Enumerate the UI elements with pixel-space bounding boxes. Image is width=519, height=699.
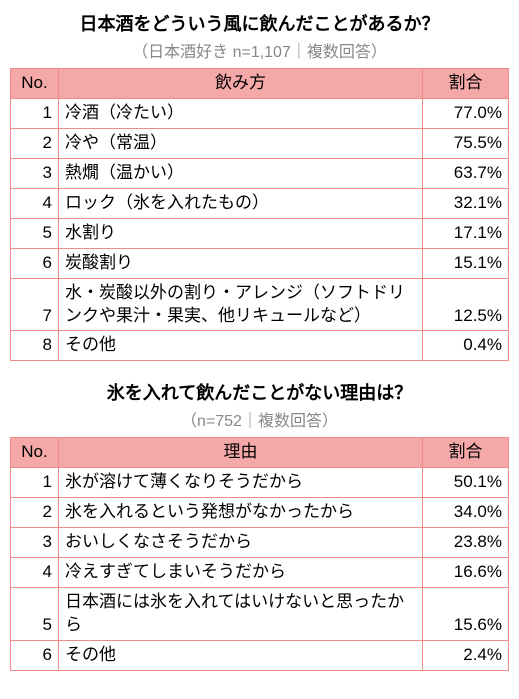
cell-label: 炭酸割り [59,248,423,278]
cell-label: おいしくなさそうだから [59,528,423,558]
table-row: 3おいしくなさそうだから23.8% [11,528,509,558]
table-row: 4冷えすぎてしまいそうだから16.6% [11,558,509,588]
cell-pct: 2.4% [423,640,509,670]
cell-no: 5 [11,588,59,641]
table-block: 氷を入れて飲んだことがない理由は？（n=752｜複数回答）No.理由割合1氷が溶… [10,379,509,671]
cell-label: その他 [59,640,423,670]
cell-pct: 75.5% [423,128,509,158]
col-header-label: 理由 [59,438,423,468]
cell-label: ロック（氷を入れたもの） [59,188,423,218]
cell-no: 2 [11,498,59,528]
table-title: 日本酒をどういう風に飲んだことがあるか？ [10,10,509,36]
cell-label: 水割り [59,218,423,248]
cell-label: 冷や（常温） [59,128,423,158]
table-row: 5水割り17.1% [11,218,509,248]
table-row: 6炭酸割り15.1% [11,248,509,278]
col-header-no: No. [11,438,59,468]
table-row: 5日本酒には氷を入れてはいけないと思ったから15.6% [11,588,509,641]
cell-label: 水・炭酸以外の割り・アレンジ（ソフトドリンクや果汁・果実、他リキュールなど） [59,278,423,331]
cell-no: 2 [11,128,59,158]
cell-no: 4 [11,188,59,218]
cell-pct: 32.1% [423,188,509,218]
cell-no: 8 [11,331,59,361]
table-row: 2氷を入れるという発想がなかったから34.0% [11,498,509,528]
table-row: 3熱燗（温かい）63.7% [11,158,509,188]
cell-pct: 77.0% [423,98,509,128]
table-subtitle: （日本酒好き n=1,107｜複数回答） [10,38,509,62]
cell-no: 7 [11,278,59,331]
col-header-no: No. [11,69,59,99]
table-row: 1氷が溶けて薄くなりそうだから50.1% [11,468,509,498]
cell-no: 1 [11,468,59,498]
cell-label: その他 [59,331,423,361]
table-row: 8その他0.4% [11,331,509,361]
col-header-pct: 割合 [423,438,509,468]
cell-label: 日本酒には氷を入れてはいけないと思ったから [59,588,423,641]
cell-no: 6 [11,640,59,670]
table-title: 氷を入れて飲んだことがない理由は？ [10,379,509,405]
cell-label: 熱燗（温かい） [59,158,423,188]
cell-no: 4 [11,558,59,588]
cell-no: 1 [11,98,59,128]
cell-pct: 15.1% [423,248,509,278]
data-table: No.理由割合1氷が溶けて薄くなりそうだから50.1%2氷を入れるという発想がな… [10,437,509,671]
table-block: 日本酒をどういう風に飲んだことがあるか？（日本酒好き n=1,107｜複数回答）… [10,10,509,361]
col-header-pct: 割合 [423,69,509,99]
table-row: 2冷や（常温）75.5% [11,128,509,158]
table-row: 1冷酒（冷たい）77.0% [11,98,509,128]
cell-label: 冷えすぎてしまいそうだから [59,558,423,588]
cell-no: 6 [11,248,59,278]
cell-no: 3 [11,158,59,188]
data-table: No.飲み方割合1冷酒（冷たい）77.0%2冷や（常温）75.5%3熱燗（温かい… [10,68,509,361]
cell-label: 冷酒（冷たい） [59,98,423,128]
cell-pct: 63.7% [423,158,509,188]
cell-pct: 34.0% [423,498,509,528]
table-row: 6その他2.4% [11,640,509,670]
cell-label: 氷が溶けて薄くなりそうだから [59,468,423,498]
table-row: 4ロック（氷を入れたもの）32.1% [11,188,509,218]
cell-pct: 17.1% [423,218,509,248]
cell-label: 氷を入れるという発想がなかったから [59,498,423,528]
cell-no: 5 [11,218,59,248]
table-row: 7水・炭酸以外の割り・アレンジ（ソフトドリンクや果汁・果実、他リキュールなど）1… [11,278,509,331]
cell-pct: 16.6% [423,558,509,588]
cell-pct: 0.4% [423,331,509,361]
cell-pct: 23.8% [423,528,509,558]
table-subtitle: （n=752｜複数回答） [10,407,509,431]
cell-pct: 12.5% [423,278,509,331]
col-header-label: 飲み方 [59,69,423,99]
cell-no: 3 [11,528,59,558]
cell-pct: 15.6% [423,588,509,641]
cell-pct: 50.1% [423,468,509,498]
